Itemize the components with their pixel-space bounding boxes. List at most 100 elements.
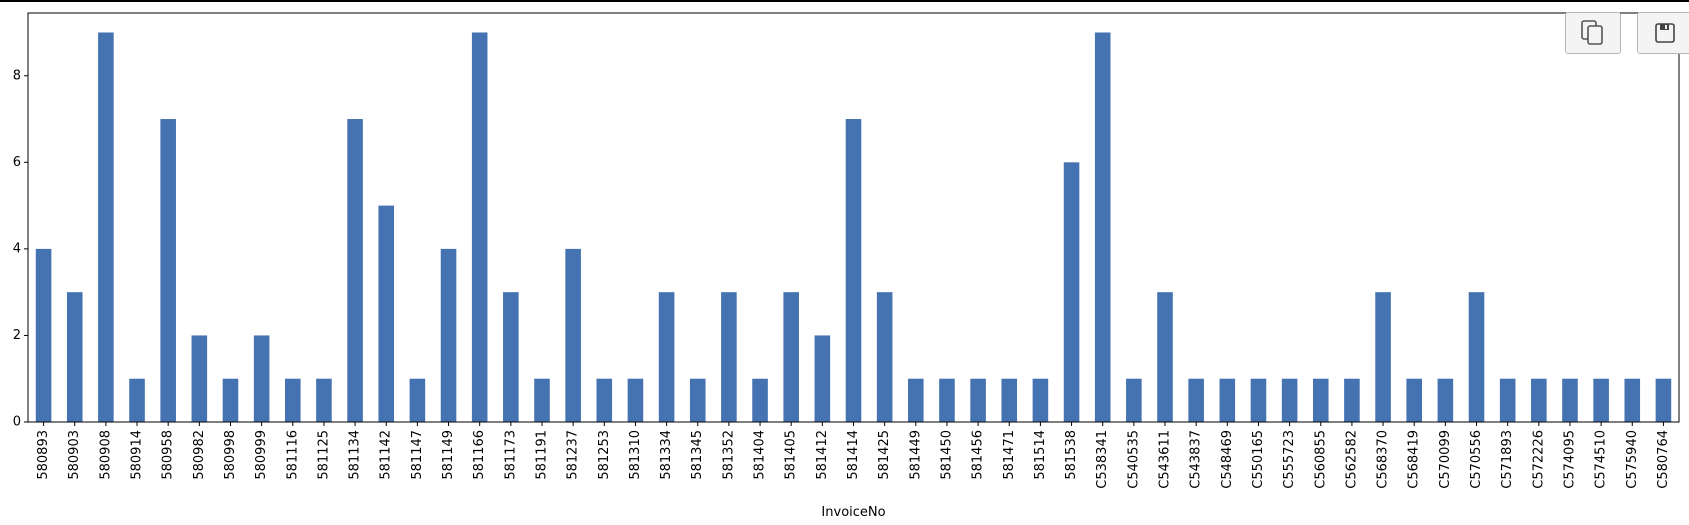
x-tick-label: 581405 bbox=[784, 430, 799, 480]
x-tick-label: C571893 bbox=[1500, 430, 1515, 489]
x-tick-label: 581334 bbox=[659, 430, 674, 480]
x-tick-label: 580958 bbox=[161, 430, 176, 480]
x-tick-label: 581345 bbox=[690, 430, 705, 480]
bar bbox=[596, 378, 613, 422]
x-axis: 580893 580903 580908 580914 580958 580982 5809… bbox=[36, 422, 1671, 489]
bar bbox=[66, 292, 83, 422]
bar bbox=[160, 119, 176, 422]
bar bbox=[253, 335, 270, 422]
bar bbox=[284, 378, 301, 422]
bar bbox=[1250, 378, 1267, 422]
x-tick-label: C568370 bbox=[1376, 430, 1391, 489]
x-tick-label: C555723 bbox=[1282, 430, 1297, 489]
x-tick-label: 580998 bbox=[223, 430, 238, 480]
x-tick-label: C560855 bbox=[1313, 430, 1328, 489]
bar bbox=[908, 378, 924, 422]
bar bbox=[1126, 378, 1142, 422]
bar bbox=[503, 292, 519, 422]
x-tick-label: C538341 bbox=[1095, 430, 1110, 489]
bar bbox=[1219, 378, 1236, 422]
x-tick-label: C548469 bbox=[1220, 430, 1235, 489]
x-tick-label: 581414 bbox=[846, 430, 861, 480]
bar bbox=[378, 205, 395, 422]
x-tick-label: C580764 bbox=[1656, 430, 1671, 489]
x-tick-label: 581310 bbox=[628, 430, 643, 480]
bar bbox=[1437, 378, 1454, 422]
bar bbox=[1094, 32, 1111, 422]
x-axis-label: InvoiceNo bbox=[821, 505, 885, 520]
bars-group bbox=[35, 32, 1672, 423]
x-tick-label: C574095 bbox=[1562, 430, 1577, 489]
bar bbox=[658, 292, 675, 422]
x-tick-label: 581125 bbox=[316, 430, 331, 480]
x-tick-label: 581425 bbox=[877, 430, 892, 480]
x-tick-label: 580893 bbox=[36, 430, 51, 480]
x-tick-label: 580914 bbox=[130, 430, 145, 480]
bar bbox=[1655, 378, 1672, 422]
x-tick-label: 581514 bbox=[1033, 430, 1048, 480]
bar bbox=[752, 378, 768, 422]
bar bbox=[347, 119, 363, 422]
bar bbox=[440, 248, 457, 422]
y-tick-label: 4 bbox=[13, 241, 21, 256]
x-tick-label: 580999 bbox=[254, 430, 269, 480]
bar bbox=[1344, 378, 1360, 422]
x-tick-label: 581352 bbox=[721, 430, 736, 480]
x-tick-label: C570556 bbox=[1469, 430, 1484, 489]
bar bbox=[534, 378, 550, 422]
bar bbox=[222, 378, 239, 422]
x-tick-label: 581237 bbox=[566, 430, 581, 480]
bar bbox=[1375, 292, 1391, 422]
x-tick-label: C562582 bbox=[1344, 430, 1359, 489]
x-tick-label: 581538 bbox=[1064, 430, 1079, 480]
y-tick-label: 2 bbox=[13, 328, 21, 343]
x-tick-label: C568419 bbox=[1407, 430, 1422, 489]
x-tick-label: 581134 bbox=[348, 430, 363, 480]
x-tick-label: C572226 bbox=[1531, 430, 1546, 489]
x-tick-label: C550165 bbox=[1251, 430, 1266, 489]
bar bbox=[129, 378, 145, 422]
x-tick-label: 580982 bbox=[192, 430, 207, 480]
bar bbox=[1406, 378, 1423, 422]
bar bbox=[316, 378, 332, 422]
x-tick-label: 580903 bbox=[67, 430, 82, 480]
bar bbox=[1281, 378, 1298, 422]
bar bbox=[1468, 292, 1485, 422]
bar bbox=[721, 292, 737, 422]
bar bbox=[970, 378, 986, 422]
x-tick-label: 581173 bbox=[503, 430, 518, 480]
bar bbox=[1531, 378, 1547, 422]
x-tick-label: C543611 bbox=[1158, 430, 1173, 489]
save-button[interactable] bbox=[1637, 12, 1689, 54]
bar bbox=[1499, 378, 1516, 422]
x-tick-label: C540535 bbox=[1126, 430, 1141, 489]
bar bbox=[783, 292, 799, 422]
y-axis: 0 2 4 6 8 bbox=[13, 68, 28, 430]
x-tick-label: 581449 bbox=[908, 430, 923, 480]
bar bbox=[1001, 378, 1018, 422]
bar bbox=[98, 32, 114, 422]
bar bbox=[1063, 162, 1080, 423]
x-tick-label: C570099 bbox=[1438, 430, 1453, 489]
y-tick-label: 8 bbox=[13, 68, 21, 83]
bar bbox=[627, 378, 644, 422]
bar bbox=[1562, 378, 1578, 422]
bar bbox=[1312, 378, 1329, 422]
x-tick-label: 581149 bbox=[441, 430, 456, 480]
bar bbox=[565, 248, 581, 422]
floppy-disk-icon bbox=[1655, 23, 1675, 43]
x-tick-label: 580908 bbox=[98, 430, 113, 480]
bar bbox=[845, 119, 862, 422]
bar bbox=[814, 335, 831, 422]
bar bbox=[1188, 378, 1204, 422]
bar bbox=[689, 378, 706, 422]
bar bbox=[939, 378, 955, 422]
bar bbox=[1157, 292, 1173, 422]
y-tick-label: 0 bbox=[13, 415, 21, 430]
copy-icon bbox=[1581, 20, 1603, 45]
copy-button[interactable] bbox=[1565, 12, 1621, 54]
x-tick-label: 581147 bbox=[410, 430, 425, 480]
x-tick-label: C543837 bbox=[1189, 430, 1204, 489]
